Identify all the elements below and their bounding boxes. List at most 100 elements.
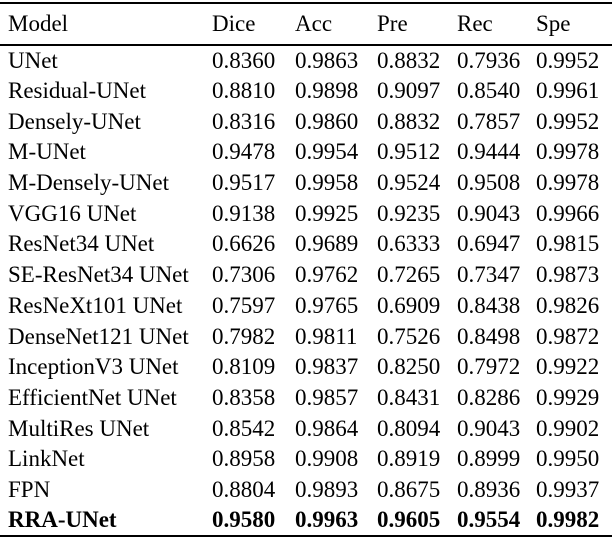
- model-cell: UNet: [8, 47, 58, 73]
- header-row: Model Dice Acc Pre Rec Spe: [0, 3, 612, 45]
- model-cell: Densely-UNet: [8, 108, 141, 134]
- metric-cell: 0.8358: [212, 384, 276, 410]
- metric-cell: 0.9873: [536, 262, 600, 288]
- metric-cell: 0.9762: [295, 262, 359, 288]
- results-table: Model Dice Acc Pre Rec Spe UNet 0.8360 0.9863 0.…: [0, 2, 612, 537]
- model-cell: Residual-UNet: [8, 78, 146, 104]
- metric-cell: 0.9893: [295, 476, 359, 502]
- metric-cell: 0.9043: [457, 415, 521, 441]
- table-row: SE-ResNet34 UNet 0.7306 0.9762 0.7265 0.7347…: [0, 260, 612, 291]
- metric-cell: 0.8360: [212, 47, 276, 73]
- metric-cell: 0.9524: [377, 170, 441, 196]
- metric-cell: 0.6626: [212, 231, 276, 257]
- table-row: RRA-UNet 0.9580 0.9963 0.9605 0.9554 0.9982: [0, 505, 612, 536]
- table-row: M-Densely-UNet 0.9517 0.9958 0.9524 0.9508 0.…: [0, 168, 612, 199]
- model-cell: SE-ResNet34 UNet: [8, 262, 189, 288]
- column-header-spe: Spe: [536, 11, 571, 36]
- metric-cell: 0.7972: [457, 354, 521, 380]
- metric-cell: 0.9925: [295, 200, 359, 226]
- metric-cell: 0.9826: [536, 292, 600, 318]
- metric-cell: 0.9978: [536, 139, 600, 165]
- metric-cell: 0.9554: [457, 507, 521, 533]
- metric-cell: 0.9922: [536, 354, 600, 380]
- model-cell: ResNeXt101 UNet: [8, 292, 183, 318]
- metric-cell: 0.8498: [457, 323, 521, 349]
- table-row: Densely-UNet 0.8316 0.9860 0.8832 0.7857 0.99…: [0, 106, 612, 137]
- table-row: UNet 0.8360 0.9863 0.8832 0.7936 0.9952: [0, 45, 612, 76]
- model-cell: EfficientNet UNet: [8, 384, 177, 410]
- metric-cell: 0.8542: [212, 415, 276, 441]
- model-cell: DenseNet121 UNet: [8, 323, 189, 349]
- metric-cell: 0.7936: [457, 47, 521, 73]
- metric-cell: 0.9872: [536, 323, 600, 349]
- model-cell: FPN: [8, 476, 51, 502]
- metric-cell: 0.9580: [212, 507, 276, 533]
- model-cell: RRA-UNet: [8, 507, 117, 533]
- table-row: VGG16 UNet 0.9138 0.9925 0.9235 0.9043 0.9966: [0, 198, 612, 229]
- metric-cell: 0.8286: [457, 384, 521, 410]
- metric-cell: 0.8936: [457, 476, 521, 502]
- table-row: LinkNet 0.8958 0.9908 0.8919 0.8999 0.9950: [0, 444, 612, 475]
- table-row: MultiRes UNet 0.8542 0.9864 0.8094 0.9043 0.9…: [0, 413, 612, 444]
- metric-cell: 0.6909: [377, 292, 441, 318]
- table-row: M-UNet 0.9478 0.9954 0.9512 0.9444 0.9978: [0, 137, 612, 168]
- table-row: InceptionV3 UNet 0.8109 0.9837 0.8250 0.7972…: [0, 352, 612, 383]
- metric-cell: 0.7347: [457, 262, 521, 288]
- metric-cell: 0.7306: [212, 262, 276, 288]
- metric-cell: 0.7857: [457, 108, 521, 134]
- metric-cell: 0.9689: [295, 231, 359, 257]
- metric-cell: 0.9864: [295, 415, 359, 441]
- table-row: DenseNet121 UNet 0.7982 0.9811 0.7526 0.8498…: [0, 321, 612, 352]
- metric-cell: 0.9765: [295, 292, 359, 318]
- metric-cell: 0.8832: [377, 108, 441, 134]
- metric-cell: 0.9952: [536, 108, 600, 134]
- metric-cell: 0.9902: [536, 415, 600, 441]
- metric-cell: 0.8109: [212, 354, 276, 380]
- metric-cell: 0.8999: [457, 446, 521, 472]
- column-header-pre: Pre: [377, 11, 408, 36]
- metric-cell: 0.9508: [457, 170, 521, 196]
- metric-cell: 0.9857: [295, 384, 359, 410]
- metric-cell: 0.9517: [212, 170, 276, 196]
- metric-cell: 0.9966: [536, 200, 600, 226]
- metric-cell: 0.9138: [212, 200, 276, 226]
- metric-cell: 0.8094: [377, 415, 441, 441]
- metric-cell: 0.9898: [295, 78, 359, 104]
- model-cell: InceptionV3 UNet: [8, 354, 179, 380]
- metric-cell: 0.8438: [457, 292, 521, 318]
- metric-cell: 0.8958: [212, 446, 276, 472]
- metric-cell: 0.9929: [536, 384, 600, 410]
- metric-cell: 0.9954: [295, 139, 359, 165]
- metric-cell: 0.9097: [377, 78, 441, 104]
- metric-cell: 0.9478: [212, 139, 276, 165]
- column-header-acc: Acc: [295, 11, 333, 36]
- model-cell: VGG16 UNet: [8, 200, 137, 226]
- metric-cell: 0.9937: [536, 476, 600, 502]
- metric-cell: 0.9444: [457, 139, 521, 165]
- metric-cell: 0.9963: [295, 507, 359, 533]
- metric-cell: 0.6333: [377, 231, 441, 257]
- column-header-rec: Rec: [457, 11, 493, 36]
- metric-cell: 0.9235: [377, 200, 441, 226]
- model-cell: LinkNet: [8, 446, 85, 472]
- metric-cell: 0.7526: [377, 323, 441, 349]
- metric-cell: 0.9863: [295, 47, 359, 73]
- model-cell: M-UNet: [8, 139, 86, 165]
- metric-cell: 0.8540: [457, 78, 521, 104]
- metric-cell: 0.8316: [212, 108, 276, 134]
- metric-cell: 0.8832: [377, 47, 441, 73]
- metric-cell: 0.8431: [377, 384, 441, 410]
- table-row: EfficientNet UNet 0.8358 0.9857 0.8431 0.828…: [0, 383, 612, 414]
- metric-cell: 0.9952: [536, 47, 600, 73]
- column-header-model: Model: [8, 11, 69, 36]
- metric-cell: 0.9811: [295, 323, 358, 349]
- metric-cell: 0.9815: [536, 231, 600, 257]
- metric-cell: 0.9961: [536, 78, 600, 104]
- metric-cell: 0.8919: [377, 446, 441, 472]
- table-row: Residual-UNet 0.8810 0.9898 0.9097 0.8540 0.9…: [0, 76, 612, 107]
- table-row: ResNet34 UNet 0.6626 0.9689 0.6333 0.6947 0.9…: [0, 229, 612, 260]
- model-cell: ResNet34 UNet: [8, 231, 155, 257]
- metric-cell: 0.9982: [536, 507, 600, 533]
- metric-cell: 0.9860: [295, 108, 359, 134]
